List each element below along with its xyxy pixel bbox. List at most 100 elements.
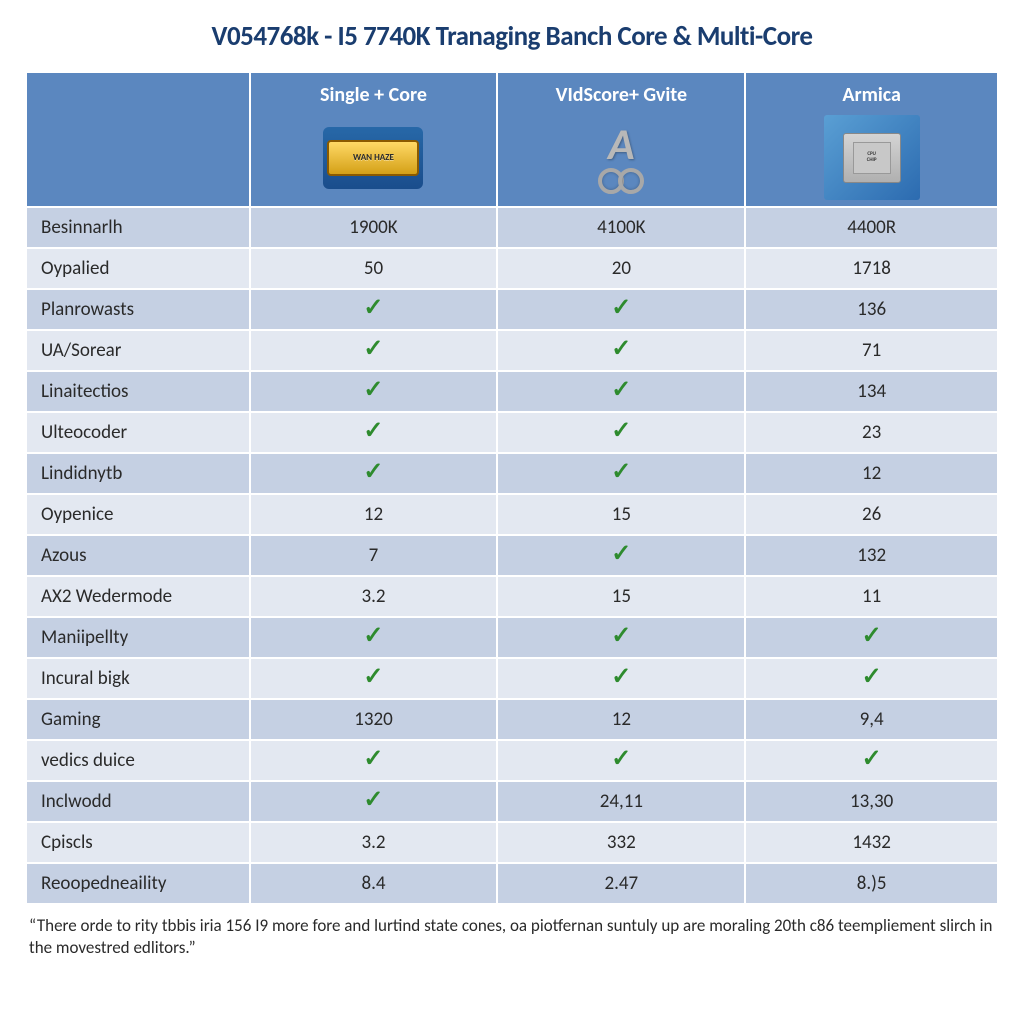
row-cell: 12 — [250, 494, 498, 535]
row-cell: 8.4 — [250, 863, 498, 904]
row-cell: 12 — [745, 453, 998, 494]
row-label: Oypenice — [26, 494, 250, 535]
header-blank — [26, 72, 250, 207]
row-cell: 71 — [745, 330, 998, 371]
row-label: vedics duice — [26, 740, 250, 781]
row-cell: 9,4 — [745, 699, 998, 740]
row-cell: 15 — [497, 494, 745, 535]
row-cell: ✓ — [250, 781, 498, 822]
row-label: Gaming — [26, 699, 250, 740]
header-label: VIdScore+ Gvite — [506, 83, 736, 107]
row-cell: 15 — [497, 576, 745, 617]
row-cell: ✓ — [497, 330, 745, 371]
row-cell: 26 — [745, 494, 998, 535]
check-icon: ✓ — [611, 621, 631, 650]
check-icon: ✓ — [611, 293, 631, 322]
row-cell: ✓ — [497, 535, 745, 576]
row-cell: ✓ — [745, 658, 998, 699]
check-icon: ✓ — [363, 457, 383, 486]
row-cell: 332 — [497, 822, 745, 863]
table-row: AX2 Wedermode3.21511 — [26, 576, 998, 617]
table-row: Besinnarlh1900K4100K4400R — [26, 207, 998, 248]
row-cell: 4100K — [497, 207, 745, 248]
handcuffs-icon: A — [571, 115, 671, 200]
check-icon: ✓ — [862, 744, 882, 773]
check-icon: ✓ — [363, 375, 383, 404]
row-label: Incural bigk — [26, 658, 250, 699]
check-icon: ✓ — [611, 539, 631, 568]
row-cell: 20 — [497, 248, 745, 289]
row-cell: 3.2 — [250, 576, 498, 617]
table-row: vedics duice✓✓✓ — [26, 740, 998, 781]
row-cell: 50 — [250, 248, 498, 289]
table-row: UA/Sorear✓✓71 — [26, 330, 998, 371]
check-icon: ✓ — [611, 457, 631, 486]
row-cell: 4400R — [745, 207, 998, 248]
row-cell: 3.2 — [250, 822, 498, 863]
row-cell: ✓ — [497, 658, 745, 699]
row-cell: ✓ — [250, 289, 498, 330]
check-icon: ✓ — [611, 744, 631, 773]
row-cell: ✓ — [497, 740, 745, 781]
row-cell: ✓ — [745, 740, 998, 781]
row-cell: ✓ — [250, 412, 498, 453]
row-label: Cpiscls — [26, 822, 250, 863]
check-icon: ✓ — [363, 662, 383, 691]
row-cell: 136 — [745, 289, 998, 330]
row-cell: 8.)5 — [745, 863, 998, 904]
table-row: Linaitectios ✓ ✓ 134 — [26, 371, 998, 412]
header-col-3: Armica CPUCHIP — [745, 72, 998, 207]
row-cell: ✓ — [250, 617, 498, 658]
check-icon: ✓ — [363, 785, 383, 814]
row-label: Linaitectios — [26, 371, 250, 412]
check-icon: ✓ — [862, 621, 882, 650]
row-label: Oypalied — [26, 248, 250, 289]
header-label: Armica — [754, 83, 989, 107]
row-cell: ✓ — [250, 330, 498, 371]
row-cell: 1718 — [745, 248, 998, 289]
header-col-1: Single + Core WAN HAZE — [250, 72, 498, 207]
row-label: Lindidnytb — [26, 453, 250, 494]
check-icon: ✓ — [611, 662, 631, 691]
check-icon: ✓ — [611, 375, 631, 404]
row-cell: 12 — [497, 699, 745, 740]
row-cell: 7 — [250, 535, 498, 576]
check-icon: ✓ — [611, 334, 631, 363]
table-row: Planrowasts ✓ ✓ 136 — [26, 289, 998, 330]
row-cell: 1900K — [250, 207, 498, 248]
row-cell: ✓ — [250, 453, 498, 494]
row-label: AX2 Wedermode — [26, 576, 250, 617]
table-row: Incural bigk ✓ ✓ ✓ — [26, 658, 998, 699]
row-label: Maniipellty — [26, 617, 250, 658]
row-cell: ✓ — [497, 289, 745, 330]
row-cell: 134 — [745, 371, 998, 412]
row-label: Planrowasts — [26, 289, 250, 330]
caption-text: “There orde to rity tbbis iria 156 I9 mo… — [25, 915, 999, 959]
check-icon: ✓ — [363, 621, 383, 650]
row-cell: 13,30 — [745, 781, 998, 822]
row-cell: 24,11 — [497, 781, 745, 822]
page-title: V054768k - I5 7740K Tranaging Banch Core… — [25, 20, 999, 53]
table-row: Gaming1320129,4 — [26, 699, 998, 740]
table-row: Cpiscls3.23321432 — [26, 822, 998, 863]
row-cell: ✓ — [497, 453, 745, 494]
row-cell: 11 — [745, 576, 998, 617]
check-icon: ✓ — [862, 662, 882, 691]
benchmark-badge-icon: WAN HAZE — [323, 115, 423, 200]
row-cell: 2.47 — [497, 863, 745, 904]
row-cell: ✓ — [250, 371, 498, 412]
row-cell: 1432 — [745, 822, 998, 863]
row-cell: 1320 — [250, 699, 498, 740]
cpu-chip-icon: CPUCHIP — [822, 115, 922, 200]
table-row: Maniipellty ✓ ✓ ✓ — [26, 617, 998, 658]
row-cell: 23 — [745, 412, 998, 453]
check-icon: ✓ — [611, 416, 631, 445]
table-body: Besinnarlh1900K4100K4400ROypalied5020171… — [26, 207, 998, 904]
table-row: Lindidnytb ✓ ✓ 12 — [26, 453, 998, 494]
table-row: Inclwodd✓24,1113,30 — [26, 781, 998, 822]
table-header-row: Single + Core WAN HAZE VIdScore+ Gvite A… — [26, 72, 998, 207]
row-label: Reoopedneaility — [26, 863, 250, 904]
check-icon: ✓ — [363, 293, 383, 322]
table-row: Oypalied50201718 — [26, 248, 998, 289]
table-row: Azous7✓132 — [26, 535, 998, 576]
